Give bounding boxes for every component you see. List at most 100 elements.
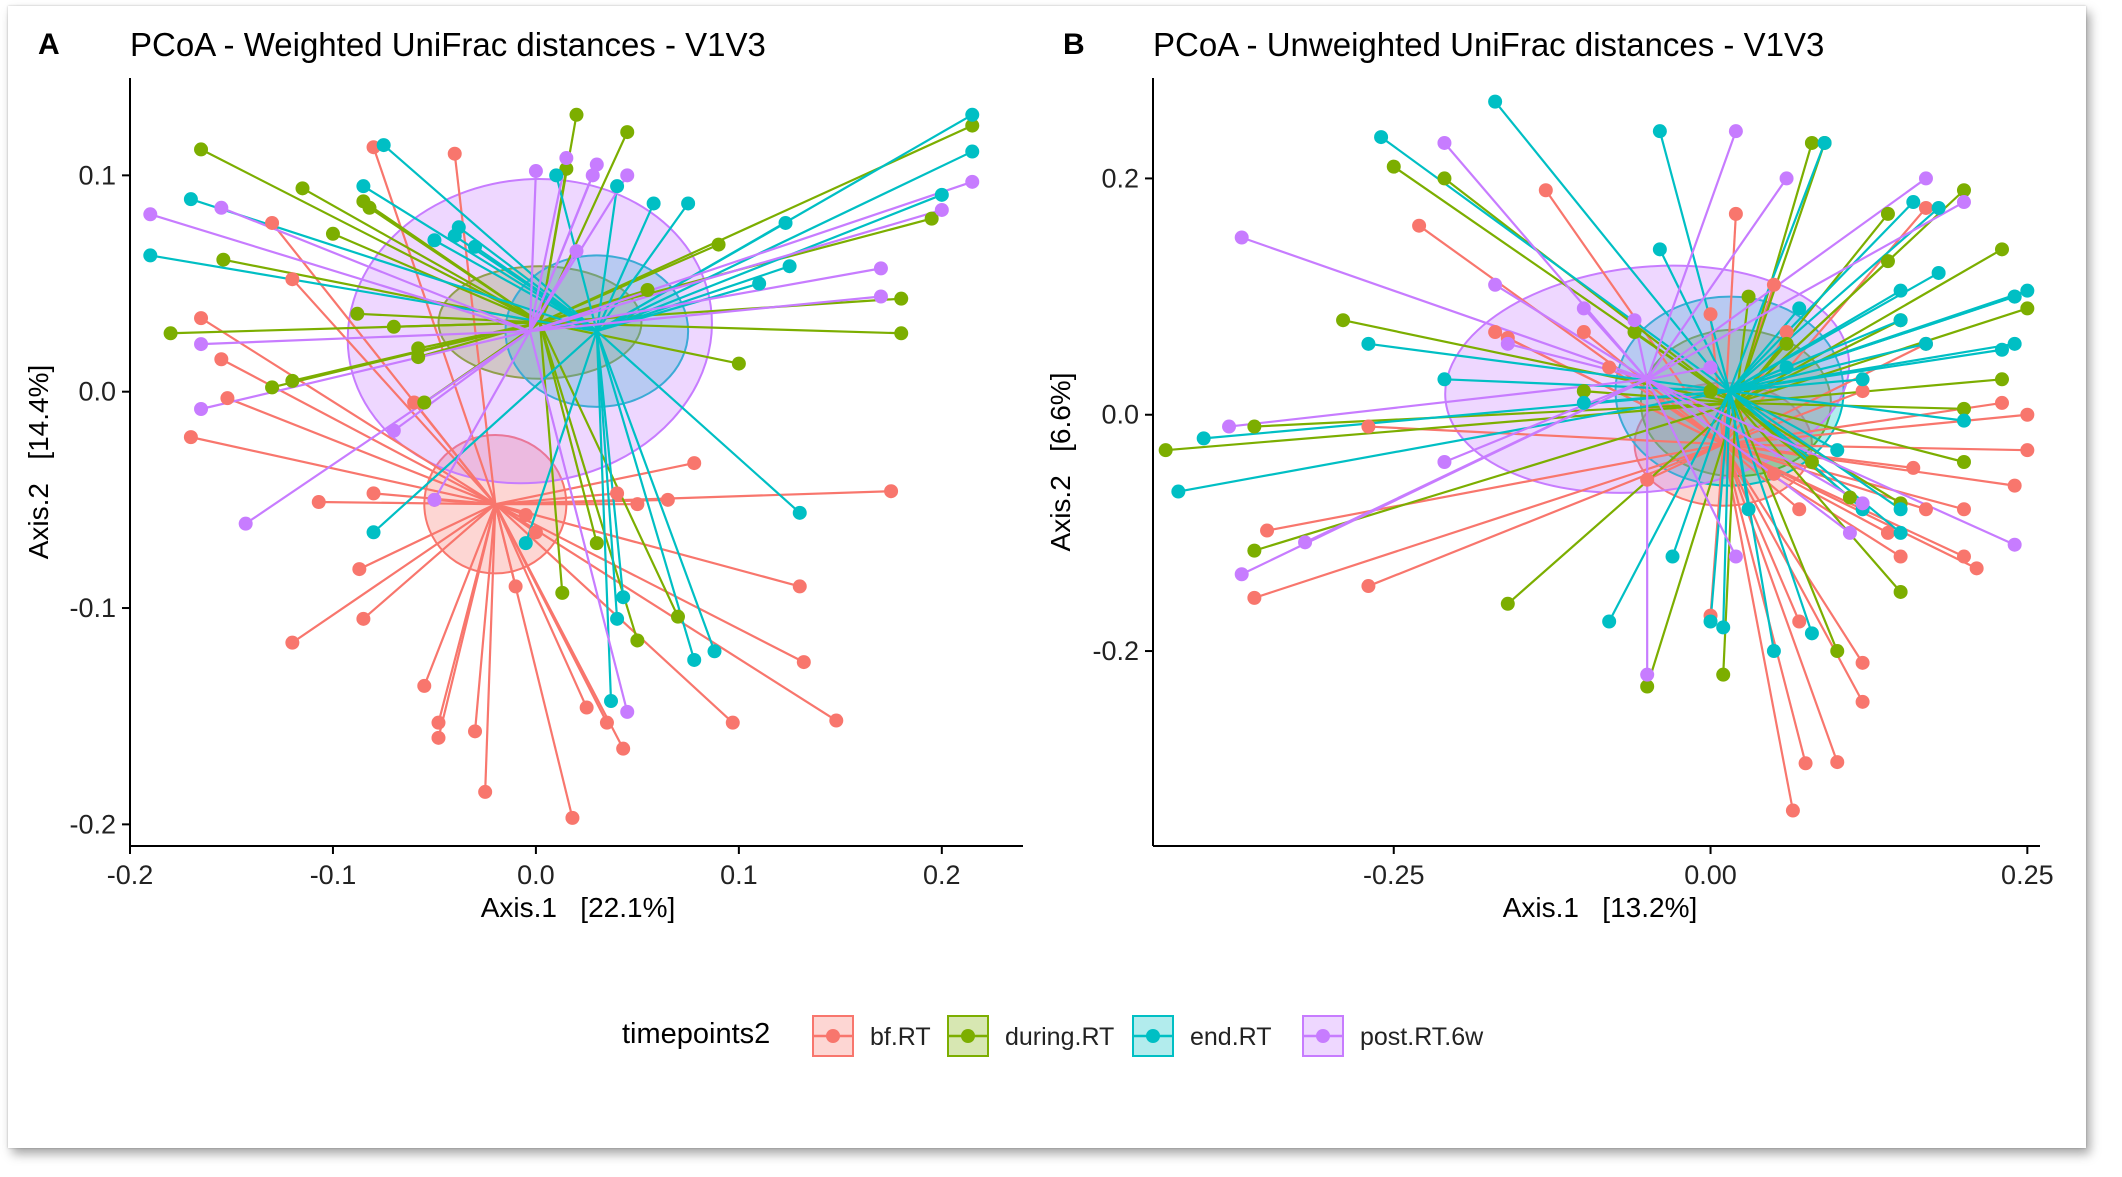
panel-b-point-end <box>1893 502 1908 517</box>
panel-a-point-end <box>707 644 722 659</box>
panel-b-point-bf <box>1361 579 1376 594</box>
panel-a-segment-end <box>524 330 598 544</box>
panel-b-segment-end <box>1658 130 1731 392</box>
panel-b-point-dur <box>1627 325 1642 340</box>
panel-b-y-tick-label: -0.2 <box>1092 636 1139 666</box>
panel-a-segment-bf <box>190 436 496 506</box>
panel-b-point-post <box>1488 277 1503 292</box>
panel-b-point-bf <box>1792 614 1807 629</box>
panel-a-segment-post <box>529 180 973 333</box>
panel-a-point-dur <box>163 326 178 341</box>
panel-b-point-dur <box>1893 584 1908 599</box>
panel-a-point-bf <box>687 456 702 471</box>
panel-b-point-post <box>1234 230 1249 245</box>
panel-a-segment-end <box>596 150 973 333</box>
panel-a-y-tick-label: -0.1 <box>69 593 116 623</box>
panel-b-segment-end <box>1728 307 1801 392</box>
panel-b-segment-post <box>1646 378 1851 534</box>
panel-b-point-bf <box>1906 460 1921 475</box>
panel-a-point-post <box>214 200 229 215</box>
panel-b-segment-bf <box>1722 443 1864 664</box>
panel-a-point-bf <box>528 525 543 540</box>
panel-b-point-end <box>1741 502 1756 517</box>
panel-b-point-end <box>1893 283 1908 298</box>
panel-a-point-bf <box>616 741 631 756</box>
panel-b-point-end <box>1817 135 1832 150</box>
panel-a-point-post <box>194 401 209 416</box>
panel-b-point-end <box>2007 289 2022 304</box>
panel-b-segment-end <box>1728 390 1813 634</box>
panel-a-title: PCoA - Weighted UniFrac distances - V1V3 <box>130 26 766 63</box>
panel-a-x-tick-label: 0.0 <box>517 860 555 890</box>
panel-a-segment-dur <box>539 321 740 365</box>
panel-a-segment-dur <box>538 322 564 593</box>
panel-b-point-dur <box>1880 254 1895 269</box>
panel-b-point-end <box>1804 626 1819 641</box>
panel-b-point-bf <box>1994 395 2009 410</box>
legend-label: during.RT <box>1005 1023 1114 1051</box>
panel-a-x-tick-label: 0.2 <box>923 860 961 890</box>
panel-a-point-bf <box>829 713 844 728</box>
panel-a-point-dur <box>350 306 365 321</box>
panel-b-point-bf <box>2020 407 2035 422</box>
panel-a-point-end <box>752 276 767 291</box>
panel-b-segment-bf <box>1722 444 1794 811</box>
legend-item-post: post.RT.6w <box>1302 1015 1484 1057</box>
panel-a-y-tick-label: -0.2 <box>69 809 116 839</box>
panel-a-point-dur <box>731 356 746 371</box>
panel-b-point-end <box>1906 195 1921 210</box>
panel-b-point-post <box>1500 336 1515 351</box>
panel-a-point-bf <box>356 611 371 626</box>
panel-a-point-end <box>965 144 980 159</box>
panel-a-segment-dur <box>357 312 541 324</box>
panel-a-segment-end <box>382 144 598 332</box>
panel-b-point-end <box>1652 242 1667 257</box>
panel-b-point-end <box>1437 372 1452 387</box>
panel-b-point-end <box>1716 620 1731 635</box>
panel-b-point-bf <box>1766 277 1781 292</box>
panel-b-point-bf <box>1703 307 1718 322</box>
panel-a-point-post <box>427 492 442 507</box>
panel-a-point-end <box>687 652 702 667</box>
panel-a-point-end <box>549 168 564 183</box>
panel-a-segment-end <box>190 198 598 333</box>
panel-b-point-bf <box>1855 384 1870 399</box>
panel-b-x-label: Axis.1 [13.2%] <box>1503 892 1698 923</box>
panel-a-point-bf <box>183 430 198 445</box>
panel-b-point-post <box>1437 455 1452 469</box>
panel-a-point-dur <box>670 609 685 624</box>
panel-a-y-tick-label: 0.1 <box>78 160 116 190</box>
panel-b-point-dur <box>1158 443 1173 458</box>
panel-a-point-bf <box>431 730 446 745</box>
panel-a-segment-bf <box>291 278 497 505</box>
panel-b-point-bf <box>1792 502 1807 517</box>
panel-b-segment-bf <box>1722 443 1965 511</box>
panel-a-segment-post <box>528 330 629 713</box>
panel-a-point-post <box>873 289 888 304</box>
panel-a-point-end <box>610 179 625 194</box>
panel-b-ticks: -0.25 0.00 0.25 -0.2 0.0 0.2 <box>1092 163 2053 890</box>
panel-b-segment-end <box>1728 201 1915 392</box>
panel-b-segment-bf <box>1368 443 1724 588</box>
panel-b-point-bf <box>1260 523 1275 538</box>
panel-b-point-bf <box>1855 655 1870 670</box>
panel-a-segment-dur <box>539 124 973 324</box>
panel-a-segment-post <box>529 267 882 333</box>
legend-item-bf: bf.RT <box>812 1015 931 1057</box>
panel-b-segment-dur <box>1507 402 1737 605</box>
panel-a-point-post <box>965 174 980 189</box>
panel-b-point-bf <box>1918 502 1933 517</box>
panel-b-point-end <box>1171 484 1186 499</box>
panel-a-segment-end <box>595 202 690 332</box>
panel-b-point-bf <box>1728 206 1743 221</box>
panel-a-point-bf <box>630 497 645 512</box>
panel-a-segment-end <box>596 282 760 333</box>
panel-a-segment-bf <box>437 503 497 739</box>
panel-b-point-end <box>1893 525 1908 540</box>
panel-a-point-end <box>427 233 442 248</box>
panel-a-segment-post <box>529 208 943 333</box>
panel-b-segment-bf <box>1722 443 1902 558</box>
panel-b-point-end <box>1602 614 1617 629</box>
panel-a-segment-dur <box>393 321 541 328</box>
panel-a-point-bf <box>352 562 367 577</box>
